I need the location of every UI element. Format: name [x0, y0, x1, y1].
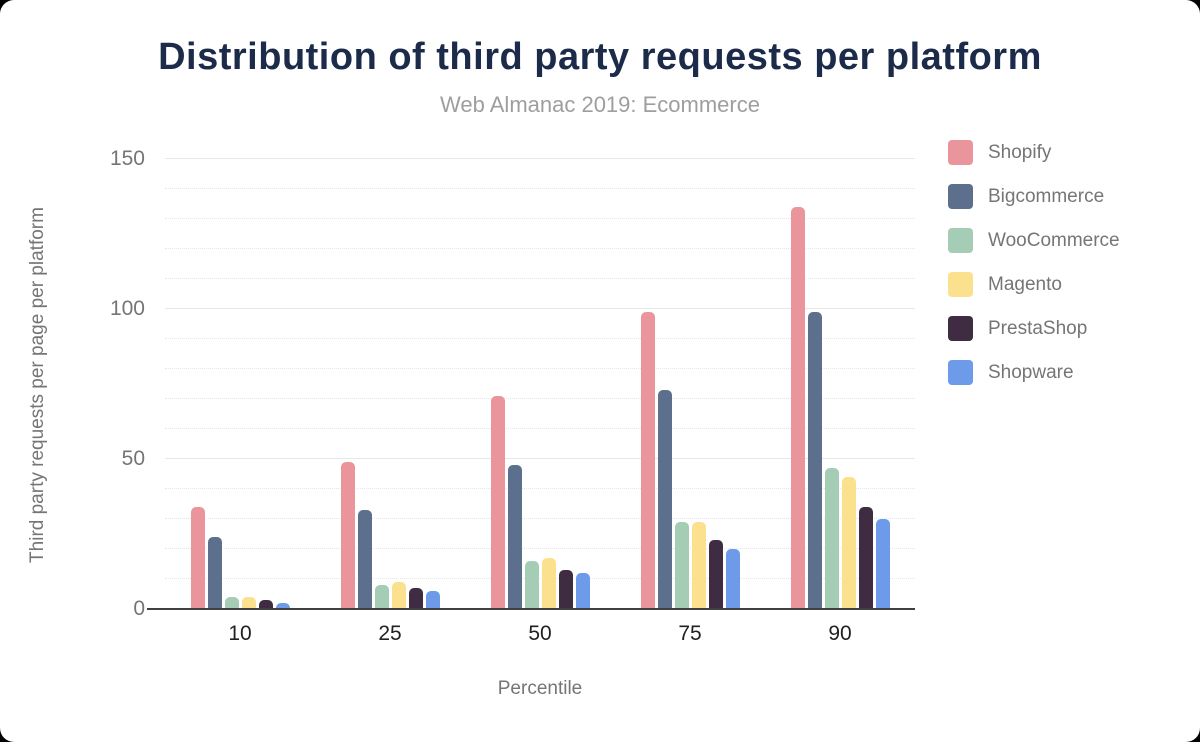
bar-bigcommerce-p25[interactable] — [357, 510, 372, 609]
y-axis-title: Third party requests per page per platfo… — [27, 207, 48, 563]
bar-shopware-p25[interactable] — [425, 591, 440, 609]
x-axis-title: Percentile — [497, 678, 583, 699]
gridline-140 — [165, 188, 915, 189]
x-tick-label-10: 10 — [228, 622, 252, 645]
bar-magento-p90[interactable] — [841, 477, 856, 609]
bar-bigcommerce-p90[interactable] — [807, 312, 822, 609]
plot-area — [165, 158, 915, 609]
x-axis-line — [147, 608, 915, 610]
gridline-70 — [165, 398, 915, 399]
x-tick-label-90: 90 — [828, 622, 852, 645]
gridline-150 — [165, 158, 915, 159]
bar-shopify-p75[interactable] — [640, 312, 655, 609]
bar-prestashop-p50[interactable] — [558, 570, 573, 609]
bar-magento-p25[interactable] — [391, 582, 406, 609]
legend-swatch-woocommerce — [948, 228, 973, 253]
bar-woocommerce-p10[interactable] — [224, 597, 239, 609]
legend-item-prestashop: PrestaShop — [948, 316, 1120, 341]
gridline-20 — [165, 548, 915, 549]
legend-item-woocommerce: WooCommerce — [948, 228, 1120, 253]
bar-magento-p50[interactable] — [541, 558, 556, 609]
bar-group-p90 — [765, 159, 915, 609]
x-axis-labels: 10 25 50 75 90 — [165, 622, 915, 646]
bar-woocommerce-p25[interactable] — [374, 585, 389, 609]
bar-group-p50 — [465, 159, 615, 609]
bar-shopify-p10[interactable] — [190, 507, 205, 609]
bar-prestashop-p75[interactable] — [708, 540, 723, 609]
bar-woocommerce-p50[interactable] — [524, 561, 539, 609]
y-tick-label-0: 0 — [133, 597, 145, 620]
bar-woocommerce-p90[interactable] — [824, 468, 839, 609]
legend-item-shopify: Shopify — [948, 140, 1120, 165]
legend-item-bigcommerce: Bigcommerce — [948, 184, 1120, 209]
legend-swatch-shopify — [948, 140, 973, 165]
bar-magento-p75[interactable] — [691, 522, 706, 609]
bar-shopify-p50[interactable] — [490, 396, 505, 609]
bar-bigcommerce-p10[interactable] — [207, 537, 222, 609]
legend-swatch-shopware — [948, 360, 973, 385]
chart-subtitle: Web Almanac 2019: Ecommerce — [440, 92, 760, 117]
x-tick-label-25: 25 — [378, 622, 402, 645]
y-axis-labels: 0 50 100 150 — [60, 147, 155, 620]
bar-groups — [165, 159, 915, 609]
gridline-10 — [165, 578, 915, 579]
y-tick-label-50: 50 — [121, 447, 145, 470]
legend-swatch-bigcommerce — [948, 184, 973, 209]
bar-shopware-p75[interactable] — [725, 549, 740, 609]
bar-group-p10 — [165, 159, 315, 609]
bar-prestashop-p10[interactable] — [258, 600, 273, 609]
bar-prestashop-p90[interactable] — [858, 507, 873, 609]
bar-group-p25 — [315, 159, 465, 609]
legend: Shopify Bigcommerce WooCommerce Magento Pres… — [948, 140, 1120, 385]
bar-woocommerce-p75[interactable] — [674, 522, 689, 609]
bar-shopify-p90[interactable] — [790, 207, 805, 609]
bar-bigcommerce-p75[interactable] — [657, 390, 672, 609]
legend-label-shopware: Shopware — [988, 361, 1074, 383]
gridline-100 — [165, 308, 915, 309]
bar-prestashop-p25[interactable] — [408, 588, 423, 609]
bar-shopware-p10[interactable] — [275, 603, 290, 609]
gridline-90 — [165, 338, 915, 339]
gridline-120 — [165, 248, 915, 249]
gridline-110 — [165, 278, 915, 279]
bar-bigcommerce-p50[interactable] — [507, 465, 522, 609]
bar-shopware-p90[interactable] — [875, 519, 890, 609]
gridline-130 — [165, 218, 915, 219]
legend-label-magento: Magento — [988, 273, 1062, 295]
legend-swatch-prestashop — [948, 316, 973, 341]
gridline-40 — [165, 488, 915, 489]
bar-shopify-p25[interactable] — [340, 462, 355, 609]
gridline-30 — [165, 518, 915, 519]
y-tick-label-150: 150 — [109, 147, 145, 170]
legend-label-prestashop: PrestaShop — [988, 317, 1088, 339]
x-tick-label-50: 50 — [528, 622, 552, 645]
gridline-80 — [165, 368, 915, 369]
legend-swatch-magento — [948, 272, 973, 297]
legend-label-woocommerce: WooCommerce — [988, 229, 1120, 251]
legend-item-magento: Magento — [948, 272, 1120, 297]
gridline-50 — [165, 458, 915, 459]
legend-label-bigcommerce: Bigcommerce — [988, 185, 1105, 207]
bar-group-p75 — [615, 159, 765, 609]
legend-item-shopware: Shopware — [948, 360, 1120, 385]
legend-label-shopify: Shopify — [988, 141, 1052, 163]
gridline-60 — [165, 428, 915, 429]
bar-shopware-p50[interactable] — [575, 573, 590, 609]
bar-magento-p10[interactable] — [241, 597, 256, 609]
y-tick-label-100: 100 — [109, 297, 145, 320]
chart-title: Distribution of third party requests per… — [158, 36, 1042, 78]
x-tick-label-75: 75 — [678, 622, 702, 645]
